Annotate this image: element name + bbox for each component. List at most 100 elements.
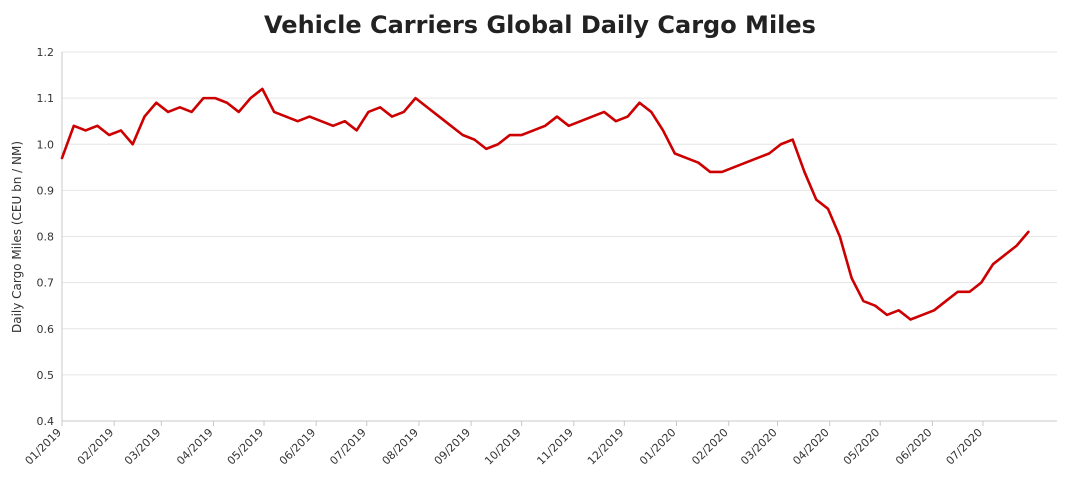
x-tick-label: 06/2020 [893,426,935,468]
data-point [367,111,370,113]
data-point [968,291,971,293]
data-point [839,235,841,238]
data-point [567,125,570,127]
data-point [438,115,440,118]
data-point [1027,231,1030,233]
x-tick-label: 04/2020 [790,426,832,468]
data-point [909,318,912,321]
data-point [850,277,853,279]
x-tick-label: 03/2019 [122,426,164,468]
x-tick-label: 05/2019 [225,426,267,468]
data-point [638,101,641,104]
x-tick-label: 07/2020 [944,426,986,468]
data-point [862,300,865,302]
data-point [732,166,735,169]
data-point [509,134,511,136]
data-point [202,97,205,99]
data-point [650,111,653,113]
y-tick-label: 0.7 [37,277,55,290]
data-point [897,309,900,312]
y-tick-label: 1.0 [37,138,55,151]
data-point [426,106,429,109]
data-point [461,134,464,136]
data-point [1015,244,1018,247]
data-point [1004,254,1006,256]
x-tick-label: 11/2019 [534,426,576,468]
data-point [674,152,676,155]
data-point [886,314,888,316]
data-point [685,157,688,159]
data-point [84,129,87,132]
series-line-0 [60,87,1030,321]
data-point [379,106,381,109]
data-point [308,115,311,118]
data-point [756,157,759,159]
data-point [391,115,393,118]
y-tick-label: 1.1 [37,92,55,105]
data-point [992,263,994,265]
data-point [131,143,134,146]
data-point [143,115,146,118]
data-point [485,148,488,150]
data-point [320,120,323,122]
data-point [108,134,110,136]
data-point [261,88,264,90]
x-tick-label: 07/2019 [327,426,369,468]
data-point [414,97,417,99]
data-point [273,111,275,113]
data-point [780,143,782,146]
x-tick-label: 12/2019 [585,426,627,468]
data-point [709,171,711,173]
data-point [179,106,181,109]
data-point [615,120,617,122]
data-point [603,111,605,113]
data-point [579,120,582,122]
data-point [697,161,700,164]
y-tick-label: 0.9 [37,184,55,197]
data-point [190,111,193,113]
data-point [96,125,99,127]
x-tick-label: 02/2020 [689,426,731,468]
data-point [544,125,546,127]
x-tick-label: 02/2019 [75,426,117,468]
x-tick-label: 03/2020 [738,426,780,468]
y-tick-label: 0.5 [37,369,55,382]
data-point [874,304,876,307]
x-tick-label: 04/2019 [174,426,216,468]
data-point [167,111,169,113]
data-point [721,171,723,173]
data-point [402,111,405,113]
data-point [980,281,983,284]
data-point [61,157,63,159]
data-point [520,134,523,136]
data-point [626,115,629,118]
data-point [332,125,334,127]
x-tick-label: 08/2019 [380,426,422,468]
data-point [791,138,794,141]
x-tick-label: 10/2019 [482,426,524,468]
data-point [921,314,924,316]
data-point [556,115,558,118]
data-point [803,171,806,173]
data-point [473,138,476,141]
data-point [450,125,452,127]
x-tick-label: 05/2020 [841,426,883,468]
data-point [945,300,947,302]
data-point [355,129,358,132]
data-point [532,129,535,132]
data-point [591,115,594,118]
data-point [497,143,499,146]
data-point [120,129,122,132]
x-tick-label: 01/2020 [637,426,679,468]
x-tick-label: 09/2019 [432,426,474,468]
data-point [237,111,240,113]
x-tick-label: 06/2019 [277,426,319,468]
y-tick-label: 1.2 [37,46,55,59]
y-tick-label: 0.6 [37,323,55,336]
x-tick-label: 01/2019 [23,426,65,468]
chart-title: Vehicle Carriers Global Daily Cargo Mile… [264,11,816,39]
data-point [296,120,299,122]
data-point [214,97,217,99]
